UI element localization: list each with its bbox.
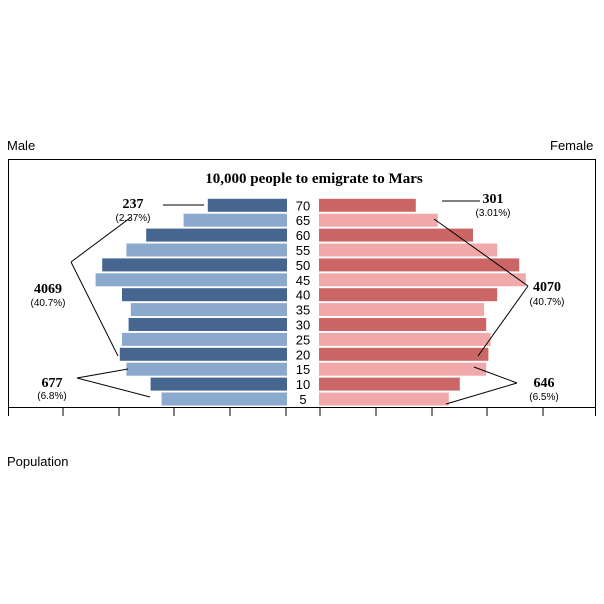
annotation-value: 4070 [533, 280, 561, 295]
female-bar-5 [319, 392, 449, 406]
female-bar-35 [319, 303, 484, 317]
age-label-50: 50 [296, 258, 310, 273]
female-side-label: Female [550, 138, 594, 153]
age-label-45: 45 [296, 273, 310, 288]
male-bar-50 [102, 258, 287, 272]
female-bar-20 [319, 347, 489, 361]
female-bar-50 [319, 258, 520, 272]
age-label-15: 15 [296, 362, 310, 377]
annotation-leader-line [445, 382, 518, 405]
male-bar-30 [128, 318, 287, 331]
annotation-leader-line [76, 368, 129, 379]
male-bar-15 [126, 362, 288, 376]
female-bar-60 [319, 228, 473, 242]
female-bar-40 [319, 288, 498, 302]
age-label-35: 35 [296, 303, 310, 318]
male-bar-60 [146, 228, 287, 242]
population-label: Population [7, 454, 69, 469]
annotation-value: 4069 [34, 282, 62, 297]
annotation-leader-line [76, 377, 151, 398]
male-bar-35 [130, 303, 287, 317]
annotation-leader-line [473, 366, 518, 384]
female-bar-25 [319, 332, 491, 346]
male-bar-20 [119, 347, 287, 361]
annotation-value: 301 [483, 192, 504, 207]
male-bar-5 [161, 392, 287, 406]
annotation-percent: (6.8%) [37, 391, 66, 402]
male-bar-65 [183, 213, 287, 227]
male-bar-70 [207, 198, 287, 212]
annotation-leader-line [477, 285, 529, 357]
female-bar-55 [319, 243, 498, 257]
age-label-55: 55 [296, 243, 310, 258]
annotation-value: 677 [42, 376, 63, 391]
male-bar-45 [95, 273, 287, 287]
chart-frame [8, 159, 596, 408]
age-label-30: 30 [296, 318, 310, 333]
male-bar-25 [122, 332, 287, 346]
female-bar-45 [319, 273, 526, 287]
male-bar-55 [126, 243, 288, 257]
annotation-leader-line [70, 261, 119, 357]
annotation-value: 646 [534, 376, 555, 391]
male-bar-10 [150, 377, 287, 391]
annotation-percent: (40.7%) [30, 298, 65, 309]
male-side-label: Male [7, 138, 36, 153]
annotation-leader-line [433, 218, 529, 287]
annotation-percent: (6.5%) [529, 392, 558, 403]
age-label-65: 65 [296, 213, 310, 228]
female-bar-70 [319, 198, 416, 212]
annotation-percent: (2.37%) [115, 213, 150, 224]
annotation-percent: (3.01%) [475, 208, 510, 219]
age-label-10: 10 [296, 377, 310, 392]
chart-title: 10,000 people to emigrate to Mars [205, 171, 423, 187]
female-bar-10 [319, 377, 460, 391]
female-bar-65 [319, 213, 438, 227]
age-label-25: 25 [296, 332, 310, 347]
male-bar-40 [122, 288, 287, 302]
age-label-60: 60 [296, 228, 310, 243]
annotation-value: 237 [123, 197, 144, 212]
age-label-40: 40 [296, 288, 310, 303]
female-bar-15 [319, 362, 487, 376]
age-label-5: 5 [299, 392, 306, 407]
age-label-70: 70 [296, 198, 310, 213]
female-bar-30 [319, 318, 487, 331]
annotation-percent: (40.7%) [529, 297, 564, 308]
annotation-leader-line [70, 217, 131, 263]
age-label-20: 20 [296, 347, 310, 362]
